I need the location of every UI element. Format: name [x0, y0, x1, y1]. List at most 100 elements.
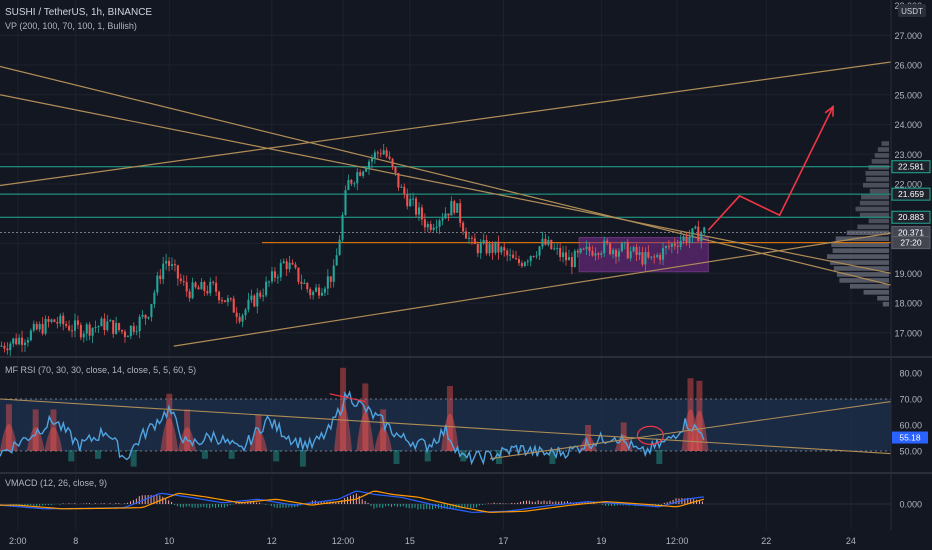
- candle[interactable]: [512, 254, 515, 259]
- vp-indicator-label[interactable]: VP (200, 100, 70, 100, 1, Bullish): [5, 21, 137, 31]
- projection-arrowhead[interactable]: [824, 104, 834, 117]
- candle[interactable]: [594, 253, 597, 256]
- candle[interactable]: [129, 325, 132, 337]
- candle[interactable]: [456, 203, 459, 213]
- candle[interactable]: [520, 263, 523, 267]
- candle[interactable]: [138, 316, 141, 332]
- candle[interactable]: [556, 247, 559, 249]
- candle[interactable]: [276, 277, 279, 279]
- candle[interactable]: [423, 219, 426, 228]
- candle[interactable]: [232, 298, 235, 313]
- candle[interactable]: [641, 252, 644, 265]
- candle[interactable]: [3, 345, 6, 349]
- candle[interactable]: [338, 239, 341, 256]
- candle[interactable]: [673, 243, 676, 246]
- candle[interactable]: [294, 264, 297, 268]
- candle[interactable]: [476, 244, 479, 254]
- candle[interactable]: [300, 281, 303, 284]
- candle[interactable]: [650, 256, 653, 258]
- candle[interactable]: [94, 327, 97, 329]
- candle[interactable]: [391, 158, 394, 167]
- rsi-panel[interactable]: [0, 367, 891, 467]
- candle[interactable]: [0, 345, 3, 347]
- candle[interactable]: [244, 309, 247, 316]
- candle[interactable]: [226, 298, 229, 303]
- candle[interactable]: [547, 240, 550, 245]
- candle[interactable]: [562, 252, 565, 257]
- candle[interactable]: [12, 338, 15, 344]
- candle[interactable]: [653, 256, 656, 258]
- candle[interactable]: [250, 295, 253, 300]
- candle[interactable]: [15, 338, 18, 345]
- candle[interactable]: [144, 314, 147, 319]
- candle[interactable]: [259, 292, 262, 297]
- candle[interactable]: [488, 243, 491, 254]
- candle[interactable]: [679, 240, 682, 247]
- chart-marks[interactable]: [0, 61, 891, 513]
- candle[interactable]: [409, 198, 412, 207]
- rsi-trendline[interactable]: [0, 398, 891, 455]
- candle[interactable]: [447, 213, 450, 216]
- candle[interactable]: [403, 186, 406, 195]
- candle[interactable]: [317, 287, 321, 296]
- candle[interactable]: [53, 319, 56, 322]
- candle[interactable]: [159, 275, 162, 280]
- candle[interactable]: [238, 317, 241, 322]
- candle[interactable]: [200, 281, 203, 290]
- candle[interactable]: [559, 247, 562, 257]
- currency-badge[interactable]: [898, 4, 926, 17]
- candle[interactable]: [147, 317, 150, 319]
- candle[interactable]: [303, 282, 306, 284]
- candle[interactable]: [21, 337, 24, 345]
- candle[interactable]: [585, 246, 588, 249]
- candle[interactable]: [262, 295, 265, 297]
- price-panel[interactable]: [0, 61, 891, 356]
- candle[interactable]: [688, 236, 691, 243]
- candle[interactable]: [570, 257, 573, 268]
- price-label-badge[interactable]: [891, 187, 931, 201]
- candle[interactable]: [97, 326, 100, 328]
- candle[interactable]: [465, 231, 468, 239]
- candle[interactable]: [670, 243, 673, 247]
- vmacd-title[interactable]: VMACD (12, 26, close, 9): [5, 478, 107, 488]
- rsi-trendline[interactable]: [489, 401, 891, 460]
- candle[interactable]: [23, 342, 27, 345]
- candle[interactable]: [623, 242, 626, 244]
- candle[interactable]: [47, 318, 50, 322]
- candle[interactable]: [415, 198, 418, 215]
- candle[interactable]: [315, 287, 318, 292]
- candle[interactable]: [682, 236, 685, 241]
- candle[interactable]: [35, 323, 38, 330]
- candle[interactable]: [614, 249, 618, 257]
- candle[interactable]: [609, 243, 612, 255]
- candle[interactable]: [576, 250, 579, 253]
- candle[interactable]: [541, 238, 544, 247]
- candle[interactable]: [182, 280, 185, 283]
- candle[interactable]: [426, 224, 429, 228]
- candle[interactable]: [506, 250, 509, 256]
- candle[interactable]: [341, 214, 344, 240]
- candle[interactable]: [209, 281, 212, 294]
- candle[interactable]: [50, 319, 53, 322]
- candle[interactable]: [297, 267, 300, 282]
- vmacd-signal-line[interactable]: [0, 490, 705, 513]
- candle[interactable]: [550, 240, 553, 249]
- candle[interactable]: [194, 282, 197, 288]
- candle[interactable]: [567, 257, 570, 261]
- candle[interactable]: [156, 275, 159, 293]
- candle[interactable]: [359, 172, 362, 176]
- candle[interactable]: [132, 325, 135, 332]
- candle[interactable]: [79, 324, 82, 338]
- candle[interactable]: [168, 260, 171, 266]
- candle[interactable]: [467, 237, 471, 239]
- candle[interactable]: [320, 292, 323, 296]
- candle[interactable]: [291, 262, 294, 265]
- candle[interactable]: [362, 171, 365, 176]
- candle[interactable]: [188, 291, 191, 299]
- candle[interactable]: [656, 254, 659, 258]
- candle[interactable]: [591, 251, 594, 256]
- candle[interactable]: [620, 243, 623, 252]
- candle[interactable]: [73, 320, 77, 331]
- candle[interactable]: [170, 264, 174, 266]
